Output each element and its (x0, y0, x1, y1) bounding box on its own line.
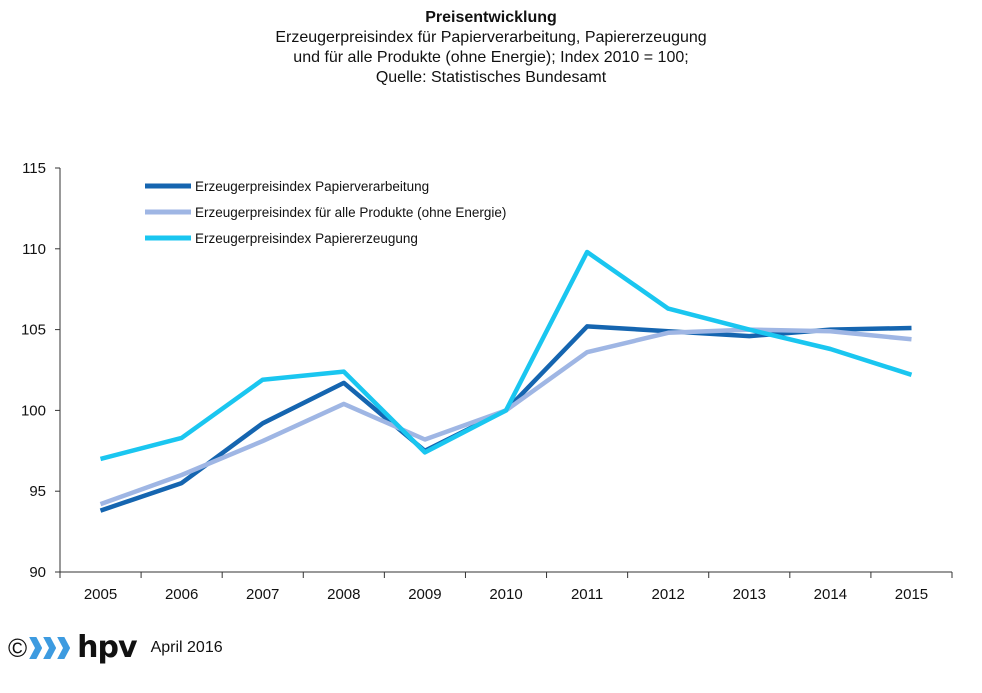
y-tick-label: 105 (21, 322, 46, 339)
chart-title-block: Preisentwicklung Erzeugerpreisindex für … (0, 8, 982, 88)
x-tick-label: 2007 (246, 586, 279, 603)
brand-chevrons-icon (29, 637, 71, 659)
chart-title: Preisentwicklung (425, 9, 557, 26)
x-tick-label: 2012 (651, 586, 684, 603)
copyright-symbol: © (8, 633, 28, 663)
x-tick-label: 2005 (84, 586, 117, 603)
x-tick-label: 2006 (165, 586, 198, 603)
footer-date: April 2016 (150, 639, 223, 656)
x-tick-label: 2015 (895, 586, 928, 603)
series-line-3 (99, 249, 913, 462)
footer: © hpv April 2016 (8, 628, 223, 668)
x-tick-label: 2010 (489, 586, 522, 603)
y-tick-label: 95 (29, 483, 46, 500)
x-tick-label: 2011 (571, 586, 603, 603)
x-tick-label: 2014 (814, 586, 847, 603)
y-tick-label: 115 (22, 160, 46, 177)
y-tick-label: 100 (21, 402, 46, 419)
x-tick-label: 2009 (408, 586, 441, 603)
legend-label-3: Erzeugerpreisindex Papiererzeugung (195, 231, 418, 246)
y-tick-label: 110 (22, 241, 46, 258)
x-tick-label: 2013 (733, 586, 766, 603)
chart-subtitle-line-3: Quelle: Statistisches Bundesamt (375, 69, 607, 86)
legend-label-1: Erzeugerpreisindex Papierverarbeitung (195, 179, 429, 194)
series-line-2 (99, 327, 912, 507)
series-line-1 (99, 324, 912, 513)
brand-logo: hpv (77, 630, 137, 665)
chart-subtitle-line-1: Erzeugerpreisindex für Papierverarbeitun… (275, 29, 707, 46)
y-tick-label: 90 (29, 564, 46, 581)
chart-subtitle-line-2: und für alle Produkte (ohne Energie); In… (293, 49, 689, 66)
x-tick-label: 2008 (327, 586, 360, 603)
legend-label-2: Erzeugerpreisindex für alle Produkte (oh… (195, 205, 506, 220)
